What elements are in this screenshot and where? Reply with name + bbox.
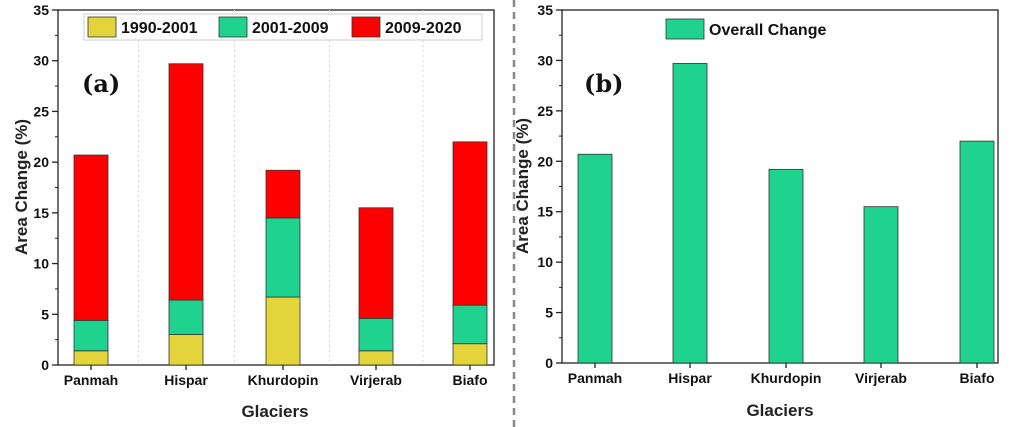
panel-b-legend-swatch <box>665 18 705 40</box>
panel-a-bar-panmah-3 <box>73 154 109 321</box>
panel-b-y-tick-label: 0 <box>545 355 553 371</box>
panel-a-legend-swatch <box>87 16 117 38</box>
panel-b-y-tick-label: 30 <box>537 52 553 68</box>
panel-b-bar-panmah-1 <box>577 153 613 364</box>
panel-b-x-tick-label: Biafo <box>960 370 995 386</box>
panel-b-y-tick-label: 5 <box>545 305 553 321</box>
panel-a-x-tick-label: Virjerab <box>350 372 402 388</box>
panel-a-bar-virjerab-1 <box>358 350 394 366</box>
panel-b-x-tick-label: Virjerab <box>855 370 907 386</box>
panel-b-bar-virjerab-1 <box>863 206 899 364</box>
panel-a-bar-biafo-2 <box>452 304 488 345</box>
panel-a-bar-hispar-2 <box>168 299 204 335</box>
panel-b-y-tick-label: 15 <box>537 204 553 220</box>
panel-b-y-axis-title: Area Change (%) <box>513 118 532 254</box>
panel-a-y-tick-label: 10 <box>33 256 49 272</box>
panel-b-x-tick-label: Khurdopin <box>751 370 822 386</box>
panel-b-bar-khurdopin-1 <box>768 168 804 364</box>
panel-b-legend: Overall Change <box>665 18 826 40</box>
panel-a-bar-khurdopin-3 <box>265 169 301 219</box>
panel-b-x-tick-label: Hispar <box>668 370 712 386</box>
panel-a-legend-swatch <box>218 16 248 38</box>
panel-a-y-axis-title: Area Change (%) <box>12 119 31 255</box>
panel-a-legend-label: 2001-2009 <box>252 20 329 37</box>
panel-a-bar-biafo-3 <box>452 141 488 306</box>
panel-a-x-axis-title: Glaciers <box>241 402 308 421</box>
panel-a-bar-biafo-1 <box>452 343 488 366</box>
panel-a-legend-box <box>83 13 483 41</box>
panel-a-legend-label: 1990-2001 <box>121 20 198 37</box>
panel-a-bar-panmah-1 <box>73 350 109 366</box>
panel-a-legend: 1990-2001 2001-2009 2009-2020 <box>83 13 483 41</box>
panel-a-x-tick-label: Biafo <box>453 372 488 388</box>
panel-a-bar-virjerab-2 <box>358 317 394 352</box>
panel-b-y-tick-label: 10 <box>537 254 553 270</box>
panel-a-legend-label: 2009-2020 <box>385 20 462 37</box>
panel-a-x-tick-label: Panmah <box>64 372 118 388</box>
panel-a-bar-khurdopin-2 <box>265 217 301 298</box>
panel-a-y-tick-label: 30 <box>33 53 49 69</box>
panel-a-y-tick-label: 20 <box>33 154 49 170</box>
panel-b-y-tick-label: 35 <box>537 2 553 18</box>
panel-b-bar-biafo-1 <box>959 140 995 364</box>
panel-b-y-tick-label: 20 <box>537 153 553 169</box>
panel-a-bar-panmah-2 <box>73 319 109 352</box>
panel-a-y-tick-label: 25 <box>33 103 49 119</box>
panel-a-y-tick-label: 0 <box>41 357 49 373</box>
panel-b-legend-label: Overall Change <box>709 22 826 39</box>
panel-a-x-tick-label: Hispar <box>164 372 208 388</box>
panel-b-chart: (b) Glaciers Area Change (%) 0 5 10 15 20 25 3… <box>513 2 999 420</box>
panel-b-bar-hispar-1 <box>672 63 708 364</box>
panel-a-bar-khurdopin-1 <box>265 296 301 366</box>
panel-a-legend-swatch <box>351 16 381 38</box>
panel-a-y-tick-label: 15 <box>33 205 49 221</box>
panel-a-bar-hispar-1 <box>168 334 204 366</box>
panel-b-y-tick-label: 25 <box>537 103 553 119</box>
panel-a-y-tick-label: 5 <box>41 306 49 322</box>
panel-b-label: (b) <box>584 69 624 98</box>
panel-b-x-tick-label: Panmah <box>568 370 622 386</box>
panel-a-x-tick-label: Khurdopin <box>248 372 319 388</box>
panel-a-chart: (a) Glaciers Area Change (%) 0 5 10 15 20 25 3… <box>12 2 495 421</box>
panel-b-x-axis-title: Glaciers <box>746 401 813 420</box>
panel-a-bar-hispar-3 <box>168 63 204 301</box>
panel-a-bar-virjerab-3 <box>358 207 394 319</box>
panel-a-label: (a) <box>82 69 120 98</box>
panel-a-y-tick-label: 35 <box>33 2 49 18</box>
